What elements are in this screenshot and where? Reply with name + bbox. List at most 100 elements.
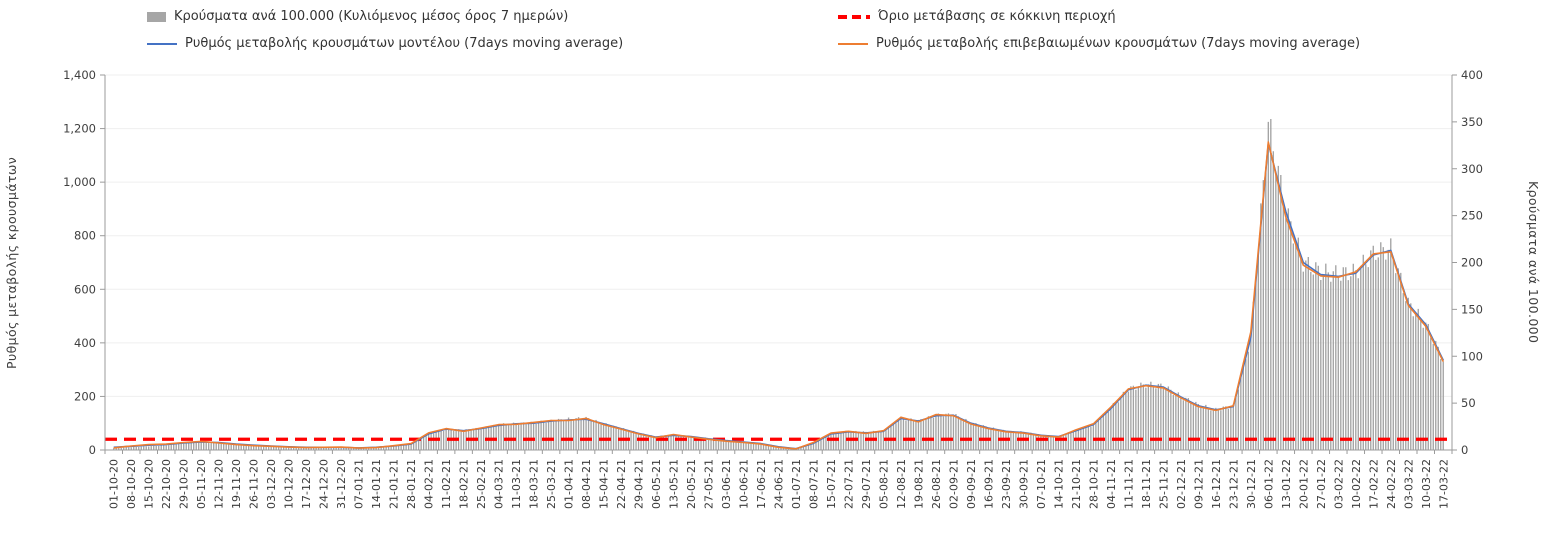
x-axis-tick-label: 04-03-21 [493, 459, 506, 509]
x-axis-tick-label: 11-03-21 [510, 459, 523, 509]
legend-item-model-rate: Ρυθμός μεταβολής κρουσμάτων μοντέλου (7d… [147, 36, 623, 51]
x-axis-tick-label: 23-12-21 [1227, 459, 1240, 509]
x-axis-tick-label: 20-05-21 [685, 459, 698, 509]
x-axis-tick-label: 09-09-21 [965, 459, 978, 509]
x-axis-tick-label: 17-06-21 [755, 459, 768, 509]
x-axis-tick-label: 05-08-21 [877, 459, 890, 509]
x-axis-tick-label: 22-07-21 [842, 459, 855, 509]
left-axis-tick-label: 1,000 [63, 175, 96, 189]
x-axis-tick-label: 22-04-21 [615, 459, 628, 509]
x-axis-tick-label: 25-11-21 [1157, 459, 1170, 509]
x-axis-tick-label: 29-07-21 [860, 459, 873, 509]
right-axis-tick-label: 350 [1461, 115, 1483, 129]
x-axis-tick-label: 05-11-20 [195, 459, 208, 509]
right-axis-tick-label: 0 [1461, 443, 1468, 457]
x-axis-tick-label: 10-03-22 [1420, 459, 1433, 509]
x-axis-tick-label: 10-06-21 [738, 459, 751, 509]
legend-item-confirmed-rate: Ρυθμός μεταβολής επιβεβαιωμένων κρουσμάτ… [838, 36, 1360, 51]
legend-label-model-rate: Ρυθμός μεταβολής κρουσμάτων μοντέλου (7d… [185, 36, 624, 51]
x-axis-tick-label: 02-12-21 [1175, 459, 1188, 509]
x-axis-tick-label: 10-02-22 [1350, 459, 1363, 509]
bar-series-swatch-icon [147, 11, 166, 22]
x-axis-tick-label: 15-04-21 [598, 459, 611, 509]
x-axis-tick-label: 06-01-22 [1262, 459, 1275, 509]
x-axis-tick-label: 28-10-21 [1087, 459, 1100, 509]
right-axis-tick-label: 200 [1461, 256, 1483, 270]
x-axis-tick-label: 17-03-22 [1437, 459, 1450, 509]
left-axis-tick-label: 1,400 [63, 68, 96, 82]
x-axis-tick-label: 15-07-21 [825, 459, 838, 509]
right-axis-title: Κρούσματα ανά 100.000 [1526, 181, 1541, 344]
left-axis-tick-label: 200 [74, 389, 96, 403]
x-axis-tick-label: 14-01-21 [370, 459, 383, 509]
x-axis-tick-label: 13-05-21 [668, 459, 681, 509]
right-axis-tick-label: 50 [1461, 396, 1476, 410]
x-axis-tick-label: 30-12-21 [1245, 459, 1258, 509]
x-axis-tick-label: 12-08-21 [895, 459, 908, 509]
x-axis-tick-label: 13-01-22 [1280, 459, 1293, 509]
left-axis-tick-label: 800 [74, 229, 96, 243]
x-axis-tick-label: 03-02-22 [1332, 459, 1345, 509]
legend-item-cases-bars: Κρούσματα ανά 100.000 (Κυλιόμενος μέσος … [147, 9, 568, 24]
x-axis-tick-label: 18-03-21 [528, 459, 541, 509]
x-axis-tick-label: 29-10-20 [178, 459, 191, 509]
x-axis-tick-label: 09-12-21 [1192, 459, 1205, 509]
confirmed-rate-line [113, 141, 1445, 450]
left-axis-tick-label: 0 [89, 443, 96, 457]
x-axis-tick-label: 03-03-22 [1402, 459, 1415, 509]
x-axis-tick-label: 03-06-21 [720, 459, 733, 509]
threshold-dash-swatch-icon [838, 14, 870, 19]
legend-item-threshold: Όριο μετάβασης σε κόκκινη περιοχή [838, 9, 1116, 24]
x-axis-tick-label: 22-10-20 [160, 459, 173, 509]
x-axis-tick-label: 30-09-21 [1017, 459, 1030, 509]
x-axis-tick-label: 24-02-22 [1385, 459, 1398, 509]
x-axis-tick-label: 06-05-21 [650, 459, 663, 509]
x-axis-tick-label: 20-01-22 [1297, 459, 1310, 509]
x-axis-tick-label: 18-11-21 [1140, 459, 1153, 509]
cases-bars-series [113, 118, 1444, 450]
x-axis-tick-label: 27-05-21 [703, 459, 716, 509]
x-axis-tick-label: 08-07-21 [807, 459, 820, 509]
x-axis-tick-label: 04-11-21 [1105, 459, 1118, 509]
confirmed-line-swatch-icon [838, 42, 868, 45]
x-axis-tick-label: 17-02-22 [1367, 459, 1380, 509]
x-axis-tick-label: 08-10-20 [125, 459, 138, 509]
right-axis-tick-label: 250 [1461, 209, 1483, 223]
x-axis-tick-label: 16-12-21 [1210, 459, 1223, 509]
x-axis-tick-label: 25-02-21 [475, 459, 488, 509]
x-axis-tick-label: 23-09-21 [1000, 459, 1013, 509]
x-axis-tick-label: 03-12-20 [265, 459, 278, 509]
x-axis-tick-label: 24-12-20 [318, 459, 331, 509]
x-axis-tick-label: 28-01-21 [405, 459, 418, 509]
legend-label-confirmed-rate: Ρυθμός μεταβολής επιβεβαιωμένων κρουσμάτ… [876, 36, 1361, 51]
legend-label-cases-bars: Κρούσματα ανά 100.000 (Κυλιόμενος μέσος … [174, 9, 569, 24]
x-axis-tick-label: 10-12-20 [283, 459, 296, 509]
model-line-swatch-icon [147, 42, 177, 45]
x-axis-tick-label: 08-04-21 [580, 459, 593, 509]
right-axis-tick-label: 300 [1461, 162, 1483, 176]
legend-label-threshold: Όριο μετάβασης σε κόκκινη περιοχή [878, 9, 1116, 24]
x-axis-tick-label: 29-04-21 [633, 459, 646, 509]
left-axis-tick-label: 600 [74, 282, 96, 296]
x-axis-tick-label: 01-07-21 [790, 459, 803, 509]
x-axis-tick-label: 17-12-20 [300, 459, 313, 509]
right-axis-tick-label: 100 [1461, 349, 1483, 363]
x-axis-tick-label: 07-01-21 [353, 459, 366, 509]
x-axis-tick-label: 04-02-21 [423, 459, 436, 509]
right-axis-tick-label: 150 [1461, 302, 1483, 316]
x-axis-tick-label: 18-02-21 [458, 459, 471, 509]
x-axis-tick-label: 21-01-21 [388, 459, 401, 509]
left-axis-tick-label: 1,200 [63, 122, 96, 136]
x-axis-tick-label: 19-11-20 [230, 459, 243, 509]
x-axis-tick-label: 01-10-20 [108, 459, 121, 509]
x-axis-tick-label: 21-10-21 [1070, 459, 1083, 509]
x-axis-tick-label: 25-03-21 [545, 459, 558, 509]
x-axis-tick-label: 15-10-20 [143, 459, 156, 509]
x-axis-tick-label: 01-04-21 [563, 459, 576, 509]
left-axis-tick-label: 400 [74, 336, 96, 350]
right-axis-tick-label: 400 [1461, 68, 1483, 82]
x-axis-tick-label: 26-11-20 [248, 459, 261, 509]
x-axis-tick-label: 31-12-20 [335, 459, 348, 509]
